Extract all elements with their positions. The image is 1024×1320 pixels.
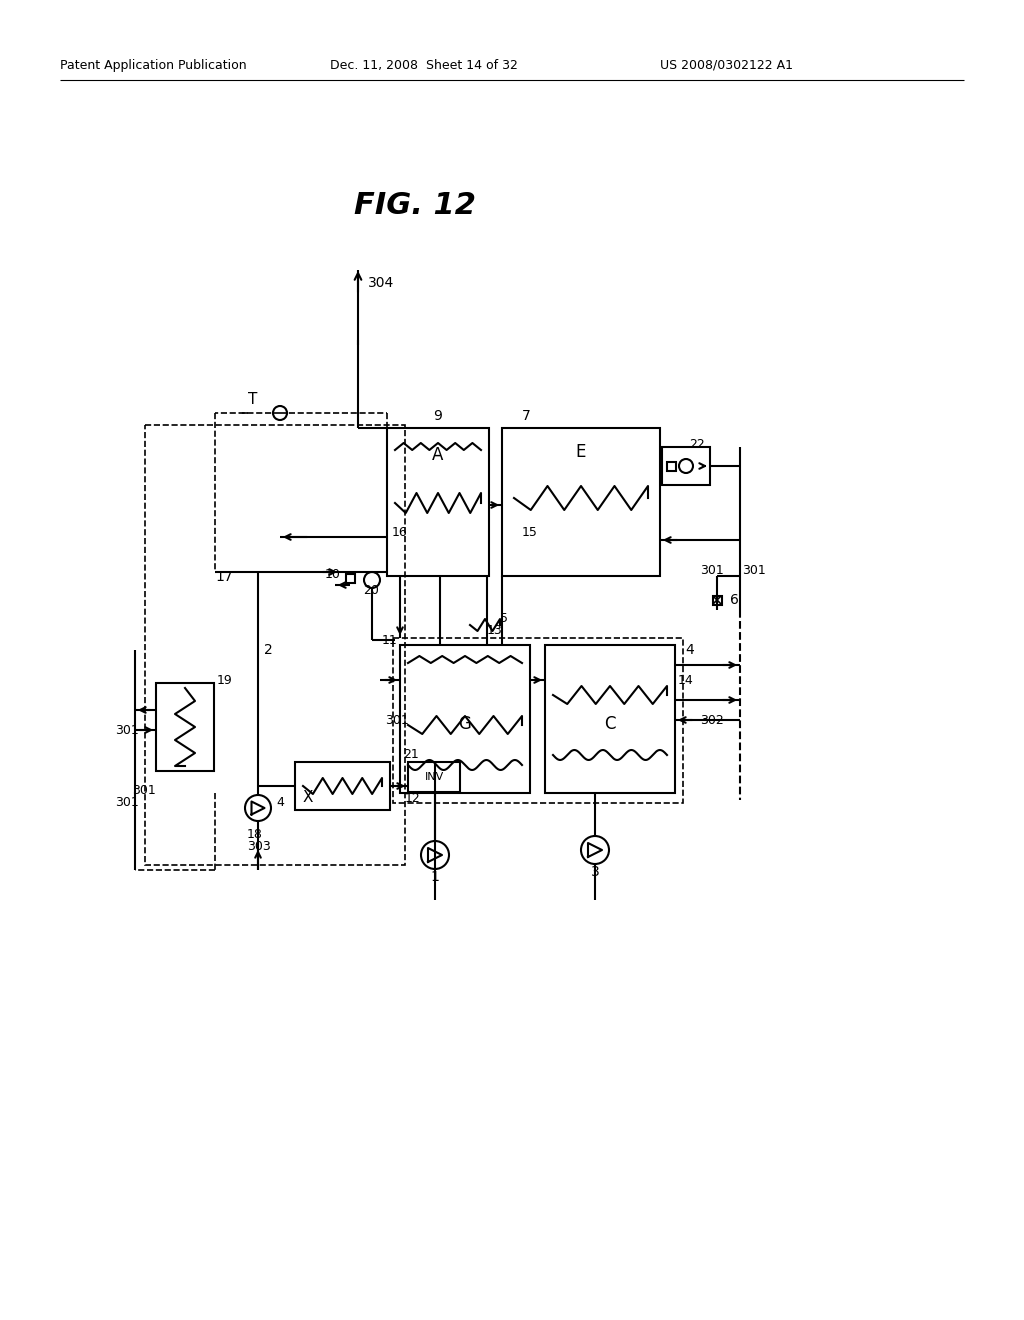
Circle shape <box>679 459 693 473</box>
Text: 17: 17 <box>215 570 232 583</box>
Circle shape <box>364 572 380 587</box>
Text: 2: 2 <box>264 643 272 657</box>
Text: 4: 4 <box>685 643 693 657</box>
Text: 15: 15 <box>522 527 538 540</box>
Text: 6: 6 <box>730 593 739 607</box>
Text: 301: 301 <box>742 564 766 577</box>
Bar <box>145 425 406 865</box>
Circle shape <box>245 795 271 821</box>
Bar <box>345 573 354 582</box>
Text: G: G <box>459 715 471 733</box>
Bar <box>295 762 390 810</box>
Text: Patent Application Publication: Patent Application Publication <box>60 58 247 71</box>
Circle shape <box>581 836 609 865</box>
Text: T: T <box>248 392 257 408</box>
Text: 12: 12 <box>406 792 421 804</box>
Text: 5: 5 <box>500 611 508 624</box>
Text: INV: INV <box>424 772 443 781</box>
Text: FIG. 12: FIG. 12 <box>354 190 476 219</box>
Text: 10: 10 <box>325 568 341 581</box>
Bar <box>387 428 489 576</box>
Text: 11: 11 <box>382 634 397 647</box>
Text: 301: 301 <box>115 723 138 737</box>
Bar <box>713 595 722 605</box>
Text: X: X <box>303 789 313 805</box>
Bar <box>662 447 710 484</box>
Bar <box>408 762 460 792</box>
Text: 19: 19 <box>217 673 232 686</box>
Text: C: C <box>604 715 615 733</box>
Text: 13: 13 <box>487 623 503 636</box>
Bar <box>393 638 683 803</box>
Text: 1: 1 <box>430 870 439 884</box>
Text: 301: 301 <box>700 564 724 577</box>
Bar <box>156 682 214 771</box>
Text: A: A <box>432 446 443 465</box>
Text: US 2008/0302122 A1: US 2008/0302122 A1 <box>660 58 793 71</box>
Text: 301: 301 <box>385 714 409 726</box>
Text: 14: 14 <box>678 673 693 686</box>
Bar <box>400 645 530 793</box>
Bar <box>667 462 676 470</box>
Text: 18: 18 <box>247 829 263 842</box>
Text: 7: 7 <box>522 409 530 422</box>
Bar <box>502 428 660 576</box>
Text: 4: 4 <box>276 796 284 809</box>
Text: E: E <box>575 444 586 461</box>
Text: 22: 22 <box>689 437 705 450</box>
Text: 301: 301 <box>115 796 138 809</box>
Circle shape <box>273 407 287 420</box>
Text: 304: 304 <box>368 276 394 290</box>
Text: 303: 303 <box>247 841 270 854</box>
Text: 21: 21 <box>403 747 419 760</box>
Bar <box>545 645 675 793</box>
Text: 301: 301 <box>132 784 156 796</box>
Text: 9: 9 <box>433 409 442 422</box>
Text: 3: 3 <box>591 865 599 879</box>
Circle shape <box>421 841 449 869</box>
Text: 16: 16 <box>392 527 408 540</box>
Text: Dec. 11, 2008  Sheet 14 of 32: Dec. 11, 2008 Sheet 14 of 32 <box>330 58 518 71</box>
Text: 20: 20 <box>362 583 379 597</box>
Text: 302: 302 <box>700 714 724 726</box>
